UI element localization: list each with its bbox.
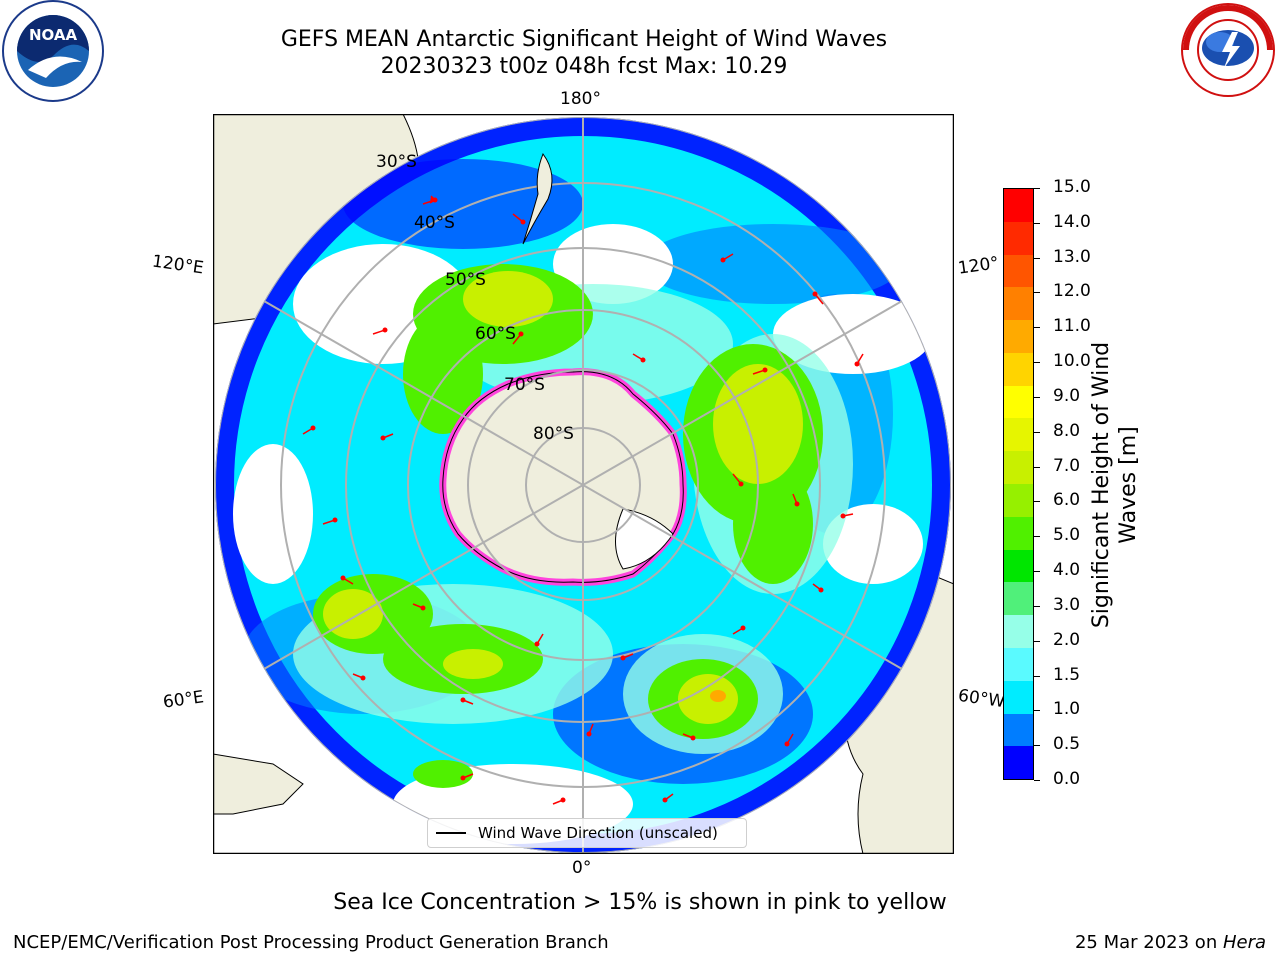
nws-logo [1178, 2, 1278, 98]
colorbar-tick-label: 1.0 [1053, 699, 1081, 720]
chart-subtitle: 20230323 t00z 048h fcst Max: 10.29 [380, 54, 788, 79]
noaa-logo: NOAA [2, 0, 104, 102]
colorbar-segment [1004, 221, 1033, 255]
lon-label-120e: 120°E [150, 251, 205, 279]
colorbar-segment [1004, 582, 1033, 616]
colorbar-tick-label: 2.0 [1053, 629, 1081, 650]
colorbar-tick-label: 1.5 [1053, 664, 1081, 685]
graticule [215, 117, 951, 853]
colorbar-segment [1004, 451, 1033, 485]
footer-credit: NCEP/EMC/Verification Post Processing Pr… [13, 932, 609, 953]
colorbar-segment [1004, 746, 1033, 780]
colorbar-segment [1004, 680, 1033, 714]
colorbar-tick-mark [1034, 710, 1040, 712]
colorbar-tick-mark [1034, 222, 1040, 224]
colorbar-tick-mark [1034, 571, 1040, 573]
colorbar-segment [1004, 254, 1033, 288]
colorbar-segment [1004, 549, 1033, 583]
wind-arrowheads [310, 197, 860, 803]
footer-host: Hera [1222, 932, 1266, 953]
lat-label-40s: 40°S [414, 213, 455, 233]
lon-label-60e: 60°E [161, 687, 206, 713]
colorbar-tick-label: 7.0 [1053, 455, 1081, 476]
lon-label-60w: 60°W [956, 685, 1007, 713]
lon-label-0: 0° [572, 858, 592, 878]
colorbar-segment [1004, 516, 1033, 550]
colorbar-tick-mark [1034, 675, 1040, 677]
colorbar [1003, 188, 1034, 780]
lat-label-50s: 50°S [445, 270, 486, 290]
colorbar-tick-label: 8.0 [1053, 420, 1081, 441]
colorbar-tick-label: 0.0 [1053, 769, 1081, 789]
colorbar-label: Significant Height of Wind Waves [m] [1088, 342, 1142, 628]
sea-ice-note: Sea Ice Concentration > 15% is shown in … [333, 890, 947, 915]
colorbar-segment [1004, 615, 1033, 648]
colorbar-segment [1004, 352, 1033, 386]
colorbar-tick-label: 14.0 [1053, 211, 1091, 232]
colorbar-segment [1004, 647, 1033, 681]
colorbar-tick-mark [1034, 501, 1040, 503]
colorbar-segment [1004, 287, 1033, 321]
lon-label-180: 180° [560, 89, 601, 109]
colorbar-tick-label: 0.5 [1053, 734, 1081, 755]
colorbar-tick-mark [1034, 745, 1040, 747]
colorbar-label-line2: Waves [m] [1116, 426, 1141, 544]
colorbar-tick-mark [1034, 466, 1040, 468]
footer-date: 25 Mar 2023 on Hera [1075, 932, 1266, 953]
colorbar-tick-label: 3.0 [1053, 594, 1081, 615]
colorbar-tick-mark [1034, 362, 1040, 364]
map-svg [212, 113, 955, 855]
colorbar-segment [1004, 189, 1033, 222]
footer-date-text: 25 Mar 2023 on [1074, 932, 1223, 953]
colorbar-tick-label: 4.0 [1053, 560, 1081, 581]
legend-line [436, 832, 466, 834]
colorbar-tick-label: 6.0 [1053, 490, 1081, 511]
colorbar-tick-mark [1034, 431, 1040, 433]
lat-label-60s: 60°S [475, 324, 516, 344]
colorbar-tick-mark [1034, 257, 1040, 259]
map-legend: Wind Wave Direction (unscaled) [427, 818, 747, 848]
lat-label-30s: 30°S [376, 152, 417, 172]
colorbar-tick-mark [1034, 605, 1040, 607]
colorbar-segment [1004, 320, 1033, 353]
colorbar-segment [1004, 713, 1033, 747]
colorbar-tick-label: 5.0 [1053, 525, 1081, 546]
colorbar-segment [1004, 418, 1033, 452]
colorbar-tick-label: 11.0 [1053, 316, 1091, 337]
map-panel [212, 113, 955, 855]
legend-label: Wind Wave Direction (unscaled) [478, 824, 718, 842]
colorbar-label-line1: Significant Height of Wind [1089, 341, 1114, 629]
colorbar-tick-mark [1034, 536, 1040, 538]
colorbar-tick-mark [1034, 640, 1040, 642]
colorbar-tick-mark [1034, 292, 1040, 294]
colorbar-tick-mark [1034, 780, 1040, 781]
colorbar-tick-mark [1034, 327, 1040, 329]
lon-label-120w: 120° [956, 253, 1001, 279]
colorbar-segment [1004, 484, 1033, 517]
lat-label-80s: 80°S [533, 424, 574, 444]
colorbar-tick-label: 15.0 [1053, 177, 1091, 197]
chart-title: GEFS MEAN Antarctic Significant Height o… [280, 27, 888, 52]
colorbar-tick-mark [1034, 188, 1040, 189]
lat-label-70s: 70°S [504, 375, 545, 395]
colorbar-tick-label: 13.0 [1053, 246, 1091, 267]
colorbar-segment [1004, 385, 1033, 419]
colorbar-tick-label: 10.0 [1053, 351, 1091, 372]
svg-text:NOAA: NOAA [29, 26, 78, 44]
colorbar-tick-label: 12.0 [1053, 281, 1091, 302]
colorbar-tick-mark [1034, 396, 1040, 398]
colorbar-tick-label: 9.0 [1053, 385, 1081, 406]
